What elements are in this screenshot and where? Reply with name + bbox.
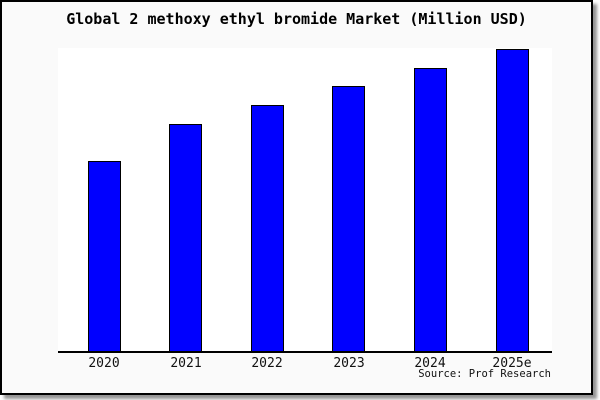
bar-2022 xyxy=(251,105,284,351)
x-tick-2025e: 2025e xyxy=(492,356,532,371)
bar-2021 xyxy=(169,124,202,351)
bar-2024 xyxy=(414,68,447,351)
plot-area xyxy=(58,48,552,353)
x-tick-2022: 2022 xyxy=(251,356,283,371)
bar-2020 xyxy=(88,161,121,351)
source-label: Source: Prof Research xyxy=(418,368,551,380)
bar-2023 xyxy=(332,86,365,351)
x-tick-2023: 2023 xyxy=(333,356,365,371)
x-tick-2020: 2020 xyxy=(88,356,120,371)
chart-frame: Global 2 methoxy ethyl bromide Market (M… xyxy=(0,0,593,395)
x-tick-2024: 2024 xyxy=(414,356,446,371)
bar-2025e xyxy=(496,49,529,351)
x-tick-2021: 2021 xyxy=(170,356,202,371)
chart-title: Global 2 methoxy ethyl bromide Market (M… xyxy=(66,10,527,28)
